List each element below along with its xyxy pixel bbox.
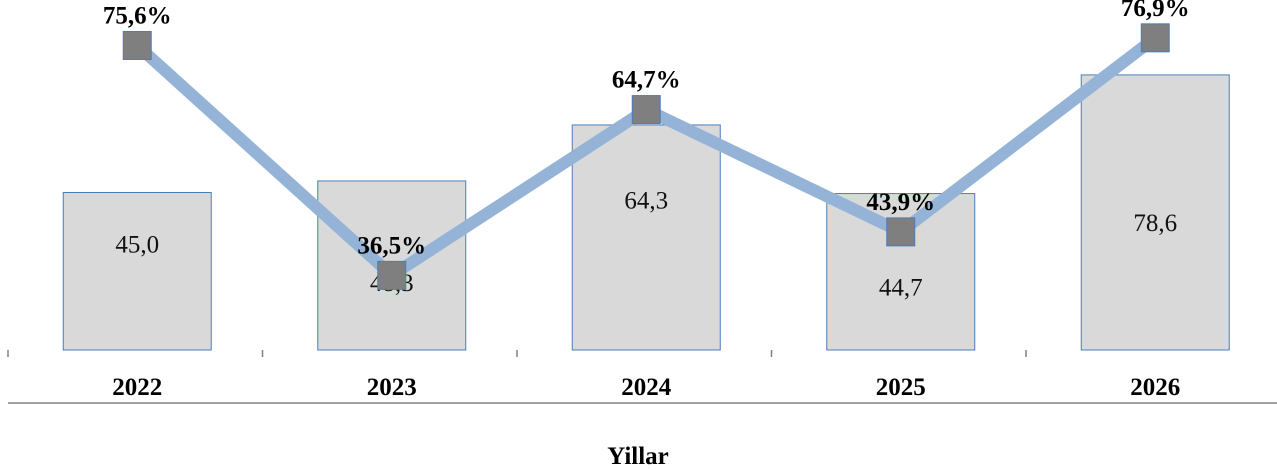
x-axis: 2022 2023 2024 2025 2026 [7, 350, 1277, 404]
line-marker-2023 [377, 260, 407, 290]
line-marker-2025 [886, 217, 916, 247]
x-tick-label: 2022 [112, 374, 162, 401]
line-value-label: 36,5% [357, 232, 426, 259]
x-tick-label: 2024 [621, 374, 672, 401]
bar-value-label: 78,6 [1133, 210, 1177, 237]
line-value-label: 75,6% [103, 2, 172, 29]
line-marker-2026 [1140, 23, 1170, 53]
line-marker-2024 [631, 95, 661, 125]
bar-2022 [62, 192, 212, 351]
line-value-label: 43,9% [866, 189, 935, 216]
line-marker-2022 [122, 30, 152, 60]
line-value-label: 76,9% [1121, 0, 1190, 22]
bar-value-label: 64,3 [624, 188, 668, 215]
x-tick-label: 2023 [367, 374, 417, 401]
bar-value-label: 45,0 [115, 232, 159, 259]
x-tick-label: 2026 [1130, 374, 1180, 401]
bar-2024 [571, 124, 721, 351]
line-value-label: 64,7% [612, 67, 681, 94]
bar-value-label: 44,7 [879, 275, 923, 302]
bar-2026 [1080, 74, 1230, 351]
x-tick-label: 2025 [876, 374, 926, 401]
bar-2025 [826, 193, 976, 351]
bars-layer: 45,048,364,344,778,6 [62, 74, 1230, 351]
line-layer: 75,6% 36,5% 64,7% 43,9% 76,9% [103, 0, 1190, 290]
x-axis-title: Yillar [607, 443, 669, 470]
